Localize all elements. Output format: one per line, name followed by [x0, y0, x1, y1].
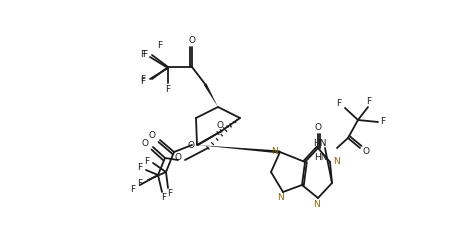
- Text: O: O: [188, 37, 195, 45]
- Text: F: F: [366, 98, 372, 106]
- Text: F: F: [165, 85, 170, 95]
- Text: O: O: [149, 131, 156, 141]
- Text: O: O: [314, 123, 321, 131]
- Text: O: O: [188, 141, 194, 149]
- Text: F: F: [381, 118, 386, 126]
- Text: F: F: [157, 41, 163, 50]
- Text: O: O: [142, 139, 149, 147]
- Text: N: N: [271, 146, 277, 156]
- Text: O: O: [363, 146, 369, 156]
- Text: N: N: [332, 158, 339, 166]
- Text: F: F: [138, 163, 143, 171]
- Text: O: O: [175, 153, 181, 163]
- Text: F: F: [140, 76, 145, 84]
- Polygon shape: [197, 145, 280, 153]
- Text: F: F: [138, 179, 143, 187]
- Text: F: F: [162, 193, 167, 203]
- Text: F: F: [140, 50, 145, 60]
- Text: HN: HN: [314, 152, 328, 162]
- Text: N: N: [313, 200, 320, 208]
- Text: HN: HN: [313, 140, 327, 148]
- Text: F: F: [337, 100, 342, 108]
- Text: F: F: [143, 50, 148, 60]
- Text: O: O: [217, 121, 224, 129]
- Text: F: F: [168, 189, 173, 199]
- Text: F: F: [131, 185, 136, 193]
- Text: F: F: [140, 77, 145, 85]
- Text: N: N: [278, 193, 284, 203]
- Polygon shape: [204, 83, 218, 107]
- Text: F: F: [144, 157, 150, 165]
